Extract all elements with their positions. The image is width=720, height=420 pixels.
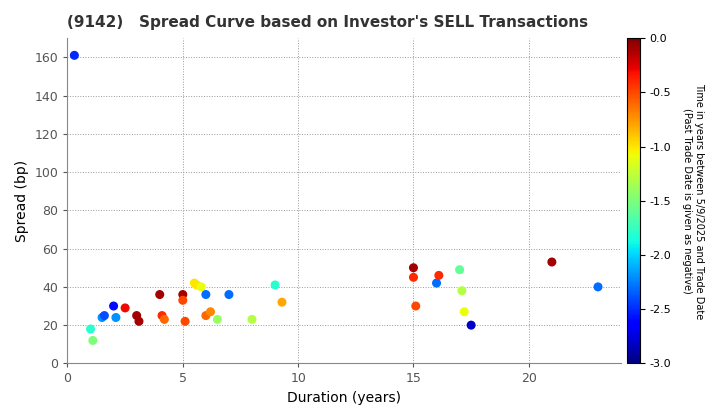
Point (158, 316, 170, 323)
Point (246, 316, 258, 323)
Point (459, 308, 470, 315)
Point (96, 314, 108, 321)
Point (465, 322, 477, 328)
Y-axis label: Spread (bp): Spread (bp) (15, 160, 29, 242)
Point (177, 297, 189, 304)
Point (133, 318, 145, 325)
Point (179, 318, 191, 325)
Point (68, 52, 80, 59)
Point (200, 312, 212, 319)
Point (110, 314, 122, 321)
Point (196, 284, 207, 290)
Point (200, 291, 212, 298)
Point (431, 280, 442, 286)
Point (177, 291, 189, 298)
Point (189, 280, 200, 286)
Point (212, 316, 223, 323)
Point (408, 264, 419, 271)
X-axis label: Duration (years): Duration (years) (287, 391, 401, 405)
Point (276, 299, 288, 305)
Point (131, 312, 143, 319)
Y-axis label: Time in years between 5/9/2025 and Trade Date
(Past Trade Date is given as negat: Time in years between 5/9/2025 and Trade… (683, 83, 704, 319)
Point (87, 337, 99, 344)
Point (120, 304, 131, 311)
Point (456, 287, 468, 294)
Point (223, 291, 235, 298)
Point (204, 308, 216, 315)
Point (191, 281, 202, 288)
Point (408, 274, 419, 281)
Point (546, 259, 557, 265)
Point (154, 291, 166, 298)
Point (156, 312, 168, 319)
Point (433, 272, 444, 279)
Point (410, 303, 421, 310)
Point (454, 266, 465, 273)
Point (99, 312, 110, 319)
Point (108, 303, 120, 310)
Text: (9142)   Spread Curve based on Investor's SELL Transactions: (9142) Spread Curve based on Investor's … (68, 15, 588, 30)
Point (593, 284, 604, 290)
Point (85, 326, 96, 332)
Point (269, 281, 281, 288)
